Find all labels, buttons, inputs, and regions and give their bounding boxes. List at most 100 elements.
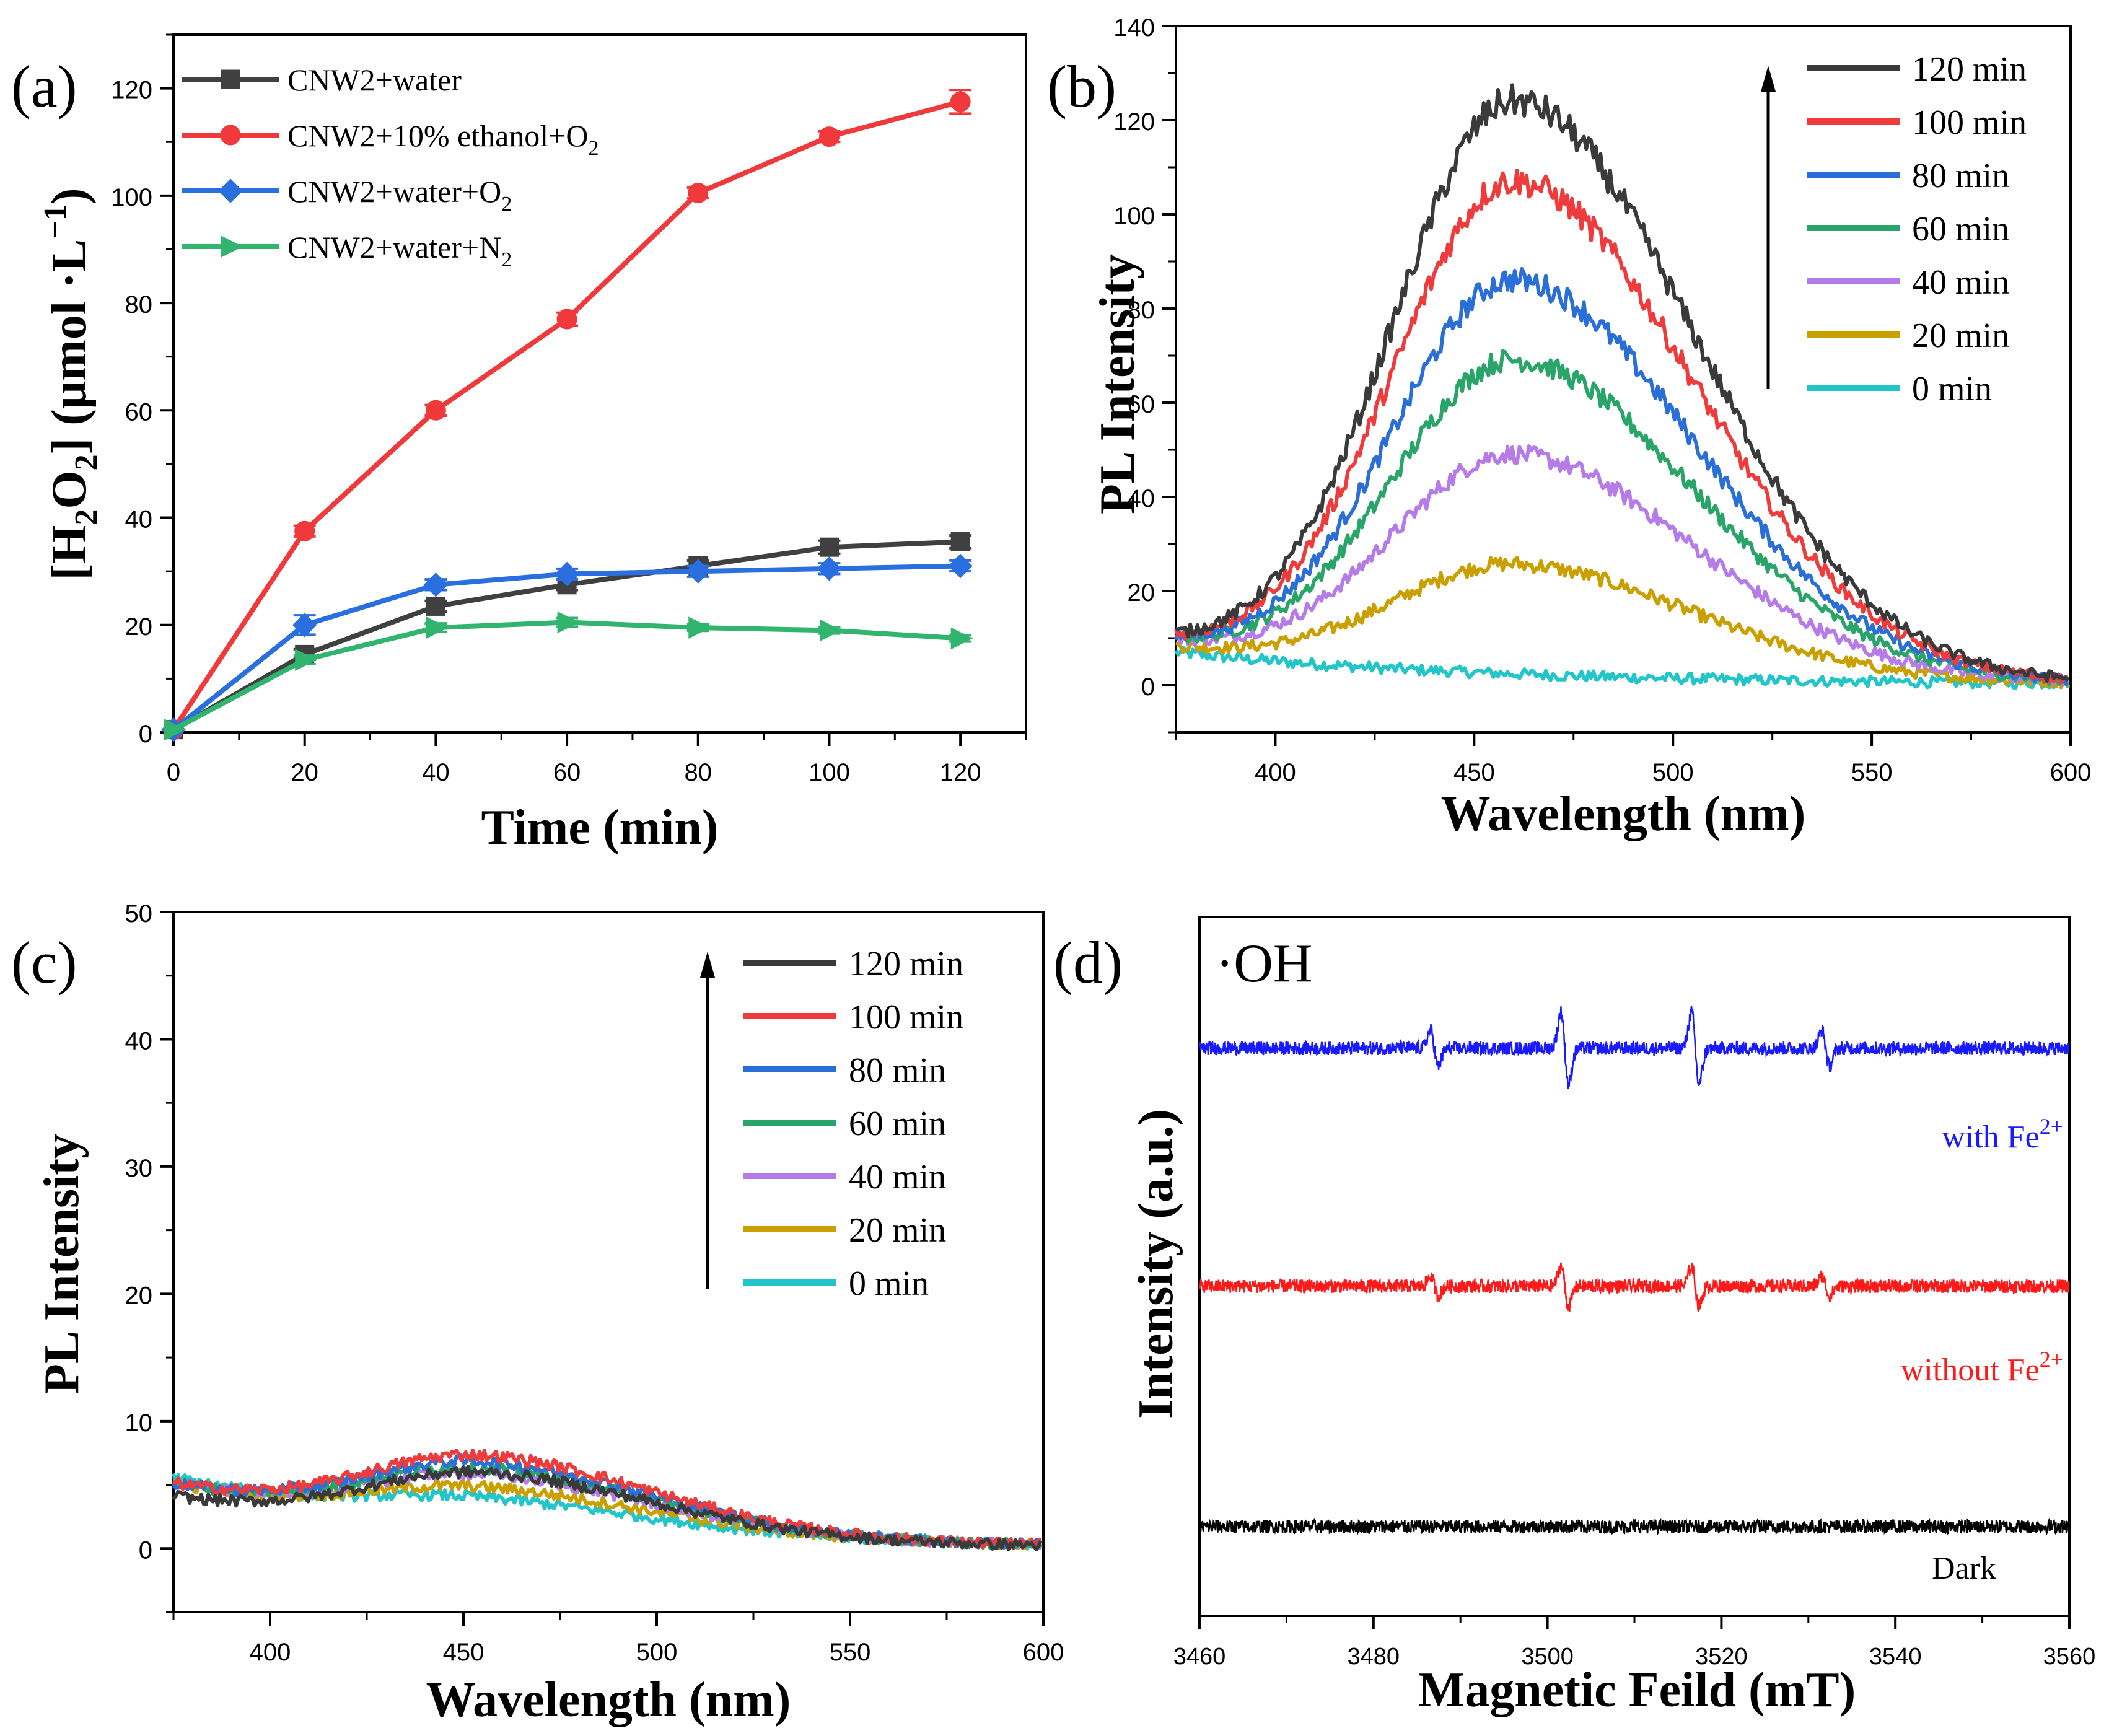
panel-c-ylabel: PL Intensity xyxy=(35,1134,89,1394)
legend-item-40-min: 40 min xyxy=(1807,263,2009,302)
b-ytick-label: 20 xyxy=(1128,579,1155,607)
legend-item-20-min: 20 min xyxy=(1807,317,2009,355)
panel-b-legend: 120 min 100 min 80 min 60 min 40 min 20 min 0 … xyxy=(1761,50,2027,408)
b-ytick-label: 80 xyxy=(1128,297,1155,324)
b-ytick-label: 60 xyxy=(1128,391,1155,418)
b-xtick-label: 500 xyxy=(1652,759,1694,786)
legend-item-80-min: 80 min xyxy=(1807,157,2009,195)
a-ytick-label: 100 xyxy=(111,184,152,211)
legend-item-cnw2-water-o2: CNW2+water+O2 xyxy=(182,174,512,216)
a-xtick-label: 40 xyxy=(422,759,450,786)
legend-marker xyxy=(220,125,241,146)
data-point xyxy=(556,309,577,330)
spectrum-120-min xyxy=(1175,83,2070,683)
legend-label: 20 min xyxy=(1912,317,2009,355)
legend-marker xyxy=(221,69,240,89)
legend-label: CNW2+water+O2 xyxy=(287,174,512,216)
increase-arrow-head xyxy=(1761,66,1776,92)
spectrum-20-min xyxy=(1175,556,2070,689)
a-ytick-label: 40 xyxy=(125,506,153,533)
c-xtick-label: 450 xyxy=(443,1639,484,1666)
data-point xyxy=(818,126,840,147)
series-cnw2-water-o2 xyxy=(161,553,973,742)
panel-b-axes-frame xyxy=(1175,25,2072,734)
d-xtick-label: 3520 xyxy=(1695,1644,1748,1670)
a-xtick-label: 100 xyxy=(809,759,850,786)
spectrum-0-min xyxy=(1174,645,2071,690)
panel-d: (d) ·OH 3460 3480 3500 3520 3540 3560 with Fe… xyxy=(1053,916,2096,1717)
c-ytick-label: 50 xyxy=(125,900,153,927)
a-xtick-label: 0 xyxy=(167,759,180,786)
panel-a-label: (a) xyxy=(11,53,77,120)
a-ytick-label: 80 xyxy=(125,291,153,318)
legend-item-60-min: 60 min xyxy=(743,1105,946,1143)
data-point xyxy=(950,627,973,650)
panel-a: (a) 0 20 40 60 80 100 120 0 20 40 60 80 100 120 Time… xyxy=(11,33,1027,855)
b-xtick-label: 600 xyxy=(2050,759,2092,786)
legend-item-0-min: 0 min xyxy=(1807,370,1992,408)
legend-label: 60 min xyxy=(1912,210,2009,248)
legend-label: 120 min xyxy=(1912,50,2027,89)
data-point xyxy=(688,616,711,639)
data-point xyxy=(950,91,971,112)
d-xtick-label: 3540 xyxy=(1869,1644,1922,1670)
legend-item-80-min: 80 min xyxy=(743,1051,946,1090)
data-point xyxy=(164,718,186,741)
d-xtick-label: 3500 xyxy=(1521,1644,1574,1670)
data-point xyxy=(426,616,449,639)
c-ytick-label: 10 xyxy=(125,1409,153,1437)
data-point xyxy=(294,520,315,541)
b-ytick-label: 0 xyxy=(1141,673,1155,701)
data-point xyxy=(948,553,973,579)
c-ytick-label: 40 xyxy=(125,1027,153,1054)
epr-spectrum-dark xyxy=(1198,1517,2070,1536)
b-ytick-label: 120 xyxy=(1113,108,1155,136)
legend-label: 20 min xyxy=(849,1211,946,1250)
data-point xyxy=(423,572,449,597)
panel-c-legend: 120 min 100 min 80 min 60 min 40 min 20 min 0 … xyxy=(700,945,963,1303)
a-xtick-label: 60 xyxy=(553,759,581,786)
panel-d-title: ·OH xyxy=(1216,934,1312,994)
legend-item-cnw2-water: CNW2+water xyxy=(182,63,462,97)
legend-label: 0 min xyxy=(1912,370,1992,408)
d-xtick-label: 3560 xyxy=(2043,1644,2096,1670)
legend-marker xyxy=(221,235,243,258)
panel-a-xlabel: Time (min) xyxy=(481,800,719,855)
legend-item-cnw2-10-ethanol-o2: CNW2+10% ethanol+O2 xyxy=(182,118,598,160)
b-ytick-label: 140 xyxy=(1113,14,1155,42)
panel-d-label: (d) xyxy=(1053,929,1123,996)
spectrum-60-min xyxy=(1174,349,2069,686)
legend-item-100-min: 100 min xyxy=(743,998,963,1037)
panel-b-ylabel: PL Intensity xyxy=(1090,254,1145,514)
legend-item-60-min: 60 min xyxy=(1807,210,2009,248)
series-cnw2-water-n2 xyxy=(164,611,973,741)
panel-a-ylabel: [H2O2] (μmol ·L−1) xyxy=(38,188,104,581)
legend-item-40-min: 40 min xyxy=(743,1158,946,1196)
a-xtick-label: 20 xyxy=(291,759,318,786)
legend-label: 60 min xyxy=(849,1105,946,1143)
legend-item-cnw2-water-n2: CNW2+water+N2 xyxy=(182,230,512,271)
b-ytick-label: 100 xyxy=(1113,203,1155,230)
legend-label: CNW2+water+N2 xyxy=(287,230,512,271)
legend-label: 40 min xyxy=(1912,263,2009,302)
b-xtick-label: 550 xyxy=(1851,759,1893,786)
b-xtick-label: 450 xyxy=(1454,759,1495,786)
legend-item-120-min: 120 min xyxy=(743,945,963,983)
epr-spectrum-with-fe2 xyxy=(1198,1006,2070,1090)
panel-b: (b) 400 450 500 550 600 0 20 40 60 80 100 120 140 W… xyxy=(1047,14,2091,841)
a-ytick-label: 20 xyxy=(125,613,153,641)
legend-marker xyxy=(218,178,243,203)
legend-label: 100 min xyxy=(849,998,963,1037)
epr-spectrum-without-fe2 xyxy=(1198,1262,2070,1312)
a-ytick-label: 120 xyxy=(111,77,152,104)
legend-label: 40 min xyxy=(849,1158,946,1196)
spectrum-label-with-fe2: with Fe2+ xyxy=(1942,1114,2063,1155)
legend-label: 80 min xyxy=(1912,157,2009,195)
legend-item-0-min: 0 min xyxy=(743,1265,929,1303)
increase-arrow-head xyxy=(700,952,715,978)
spectrum-label-without-fe2: without Fe2+ xyxy=(1901,1347,2063,1388)
panel-a-legend: CNW2+water CNW2+10% ethanol+O2 CNW2+water+… xyxy=(182,63,598,271)
legend-label: CNW2+water xyxy=(287,63,462,97)
d-xtick-label: 3460 xyxy=(1173,1644,1226,1670)
